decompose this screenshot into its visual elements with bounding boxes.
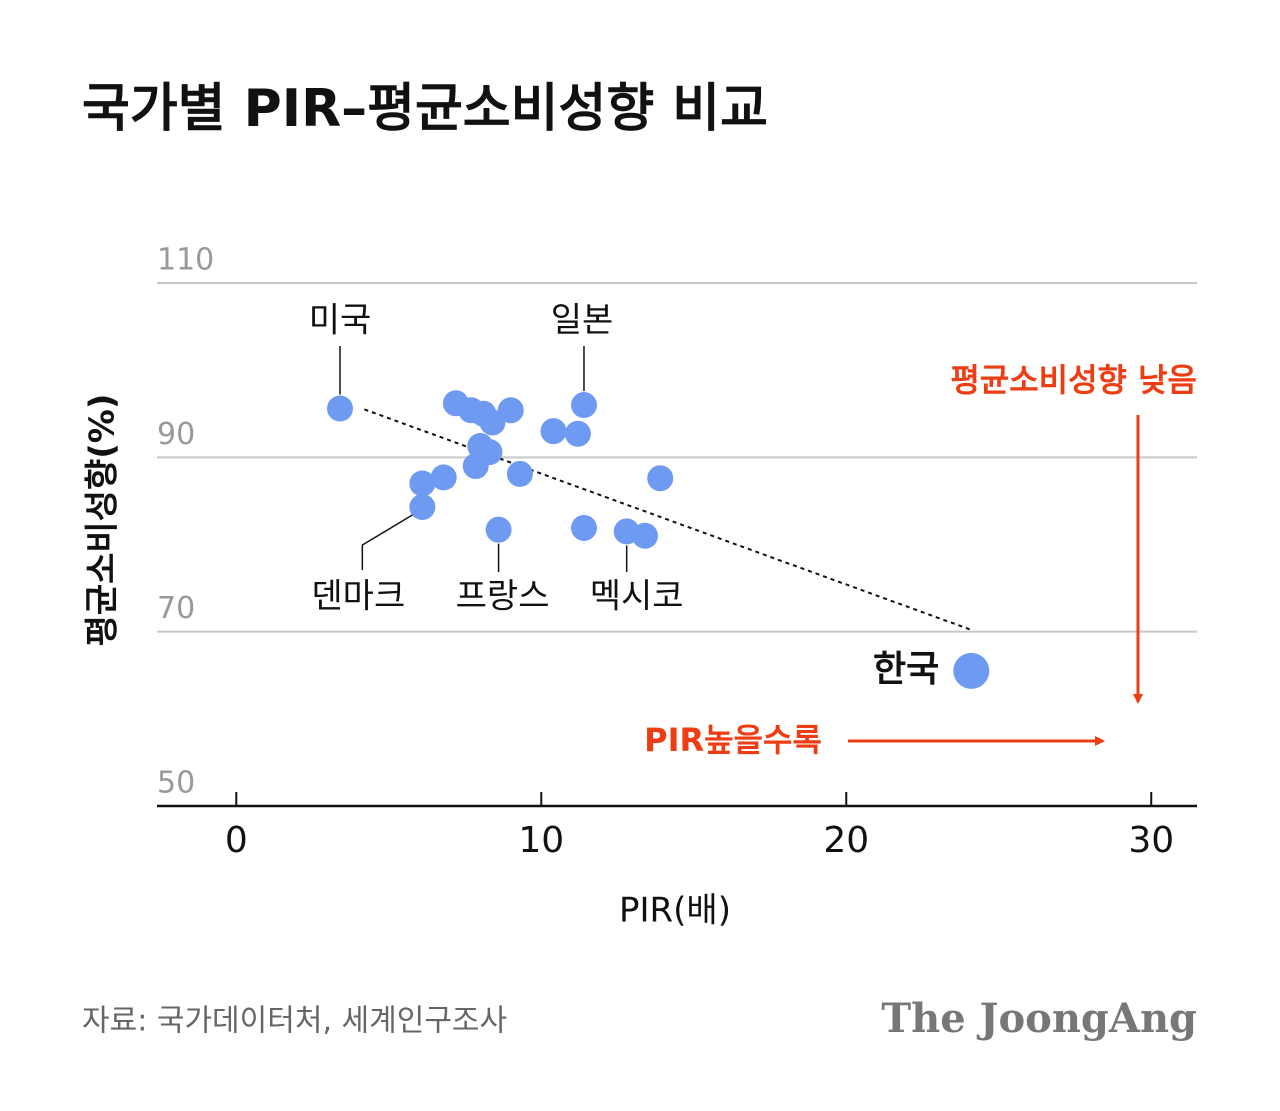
x-axis-label: PIR(배) (619, 891, 731, 931)
y-axis-label: 평균소비성향(%) (83, 394, 123, 647)
annotation: 평균소비성향 낮음 (950, 361, 1197, 399)
x-tick-label: 10 (518, 820, 564, 861)
point (570, 514, 597, 541)
y-tick-label: 70 (157, 591, 195, 626)
y-tick-label: 110 (157, 243, 214, 278)
y-tick-label: 50 (157, 766, 195, 801)
leader-line (361, 514, 413, 570)
point-label: 덴마크 (311, 577, 405, 617)
x-tick-label: 0 (225, 820, 248, 861)
point (485, 516, 512, 543)
point (430, 464, 457, 491)
point (631, 522, 658, 549)
annotation: PIR높을수록 (644, 721, 822, 759)
point (409, 470, 436, 497)
point-label: 프랑스 (456, 577, 550, 617)
point (479, 409, 506, 436)
point-label: 일본 (551, 301, 614, 341)
point (326, 395, 353, 422)
point-label: 한국 (873, 649, 939, 690)
point (564, 420, 591, 447)
point (953, 652, 990, 689)
x-tick-label: 30 (1128, 820, 1174, 861)
point (570, 392, 597, 419)
x-tick-label: 20 (823, 820, 869, 861)
source: 자료: 국가데이터처, 세계인구조사 (82, 1004, 507, 1039)
point (647, 465, 674, 492)
point-label: 미국 (309, 301, 372, 341)
chart-title: 국가별 PIR–평균소비성향 비교 (82, 79, 768, 139)
y-tick-label: 90 (157, 417, 195, 452)
trend-line (364, 408, 972, 631)
point (506, 460, 533, 487)
point (462, 453, 489, 480)
point (409, 494, 436, 521)
point-label: 멕시코 (590, 577, 684, 617)
logo: The JoongAng (881, 995, 1197, 1042)
point (540, 418, 567, 445)
point (497, 397, 524, 424)
